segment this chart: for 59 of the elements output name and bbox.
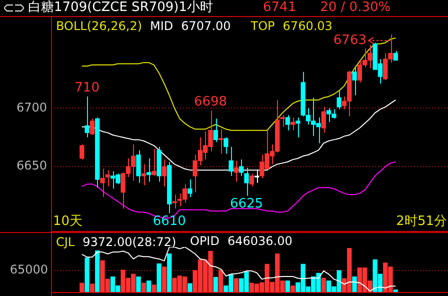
annotation: 6760.03: [282, 19, 332, 33]
annotation: 2时51分: [396, 213, 447, 230]
candlestick: [249, 173, 254, 187]
annotation: 9372.00(28:72): [82, 235, 176, 249]
annotation: 6707.00: [181, 19, 231, 33]
candlestick: [84, 96, 90, 138]
candlestick: [188, 178, 192, 198]
bar: [152, 284, 156, 293]
candlestick: [90, 118, 95, 136]
candlestick: [218, 128, 224, 154]
y-tick-label: 6700: [16, 100, 47, 114]
candlestick: [224, 136, 228, 154]
candlestick: [213, 118, 218, 143]
candlestick: [141, 164, 146, 186]
candlestick: [280, 114, 285, 128]
bar: [162, 266, 167, 293]
candlestick: [244, 167, 249, 196]
annotation: 6625: [230, 196, 264, 212]
candlestick: [352, 66, 357, 96]
annotation: 10天: [53, 213, 83, 230]
annotation: 710: [74, 80, 100, 96]
text: 65000: [10, 262, 48, 277]
y-tick-label: 6650: [16, 158, 47, 173]
bar: [80, 282, 84, 293]
candlestick: [296, 116, 300, 138]
candlestick: [146, 158, 152, 182]
candlestick: [162, 159, 167, 187]
bar: [188, 283, 192, 293]
bar: [218, 270, 224, 293]
text: 6741: [263, 0, 296, 15]
bar: [95, 250, 100, 293]
bar: [213, 276, 218, 293]
candlestick: [152, 148, 156, 176]
candlestick: [393, 50, 398, 61]
bar: [84, 258, 90, 293]
annotation: 6698: [194, 94, 228, 110]
bar: [352, 276, 357, 293]
annotation: 6763: [333, 32, 366, 48]
bar: [167, 254, 172, 293]
annotation: 646036.00: [227, 234, 292, 248]
legend-title: CJL: [56, 235, 75, 249]
candlestick: [136, 150, 141, 184]
text: TOP: [250, 19, 275, 33]
bar: [136, 276, 141, 293]
candlestick: [234, 160, 239, 182]
candlestick: [228, 146, 234, 176]
annotation: 6610: [152, 214, 186, 230]
candlestick: [285, 114, 290, 131]
candlestick: [290, 116, 296, 131]
text: MID: [150, 19, 174, 33]
legend-title: BOLL(26,26,2): [56, 19, 142, 33]
candlestick: [80, 144, 84, 160]
candlestick: [321, 106, 326, 134]
candlestick: [336, 90, 342, 110]
candlestick: [239, 159, 244, 176]
text: 20 / 0.30%: [320, 0, 391, 15]
chart-title: 白糖1709(CZCE SR709)1小时: [28, 0, 214, 15]
bar: [156, 263, 162, 293]
series-label: OPID: [190, 234, 220, 248]
